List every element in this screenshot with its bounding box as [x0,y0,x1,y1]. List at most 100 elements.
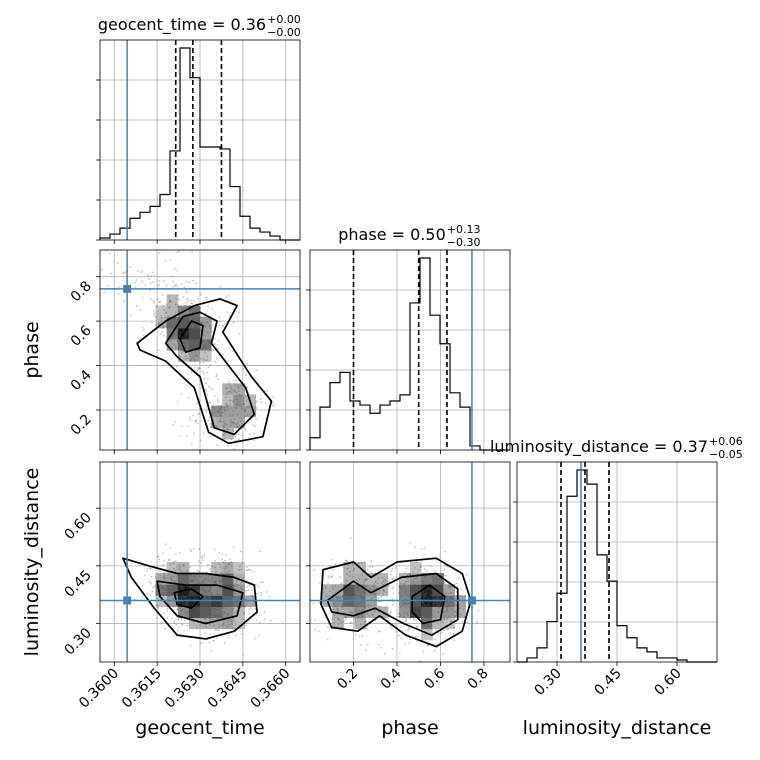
sample-point [181,624,183,626]
sample-point [266,390,268,392]
sample-point [229,315,231,317]
sample-point [170,323,172,325]
sample-point [188,583,190,585]
sample-point [393,577,395,579]
sample-point [225,590,227,592]
sample-point [420,597,422,599]
sample-point [211,307,213,309]
sample-point [401,637,403,639]
sample-point [373,583,375,585]
sample-point [185,579,187,581]
title-sub: −0.00 [267,26,301,39]
sample-point [225,566,227,568]
sample-point [193,358,195,360]
sample-point [223,573,225,575]
sample-point [448,585,450,587]
sample-point [255,419,257,421]
sample-point [175,303,177,305]
sample-point [203,373,205,375]
sample-point [356,579,358,581]
sample-point [225,387,227,389]
sample-point [207,597,209,599]
sample-point [164,612,166,614]
sample-point [440,580,442,582]
sample-point [219,408,221,410]
sample-point [233,389,235,391]
sample-point [188,595,190,597]
x-tick-label: 0.3645 [205,666,251,712]
sample-point [456,583,458,585]
sample-point [261,401,263,403]
sample-point [165,260,167,262]
sample-point [342,606,344,608]
sample-point [122,272,124,274]
sample-point [177,575,179,577]
sample-point [171,618,173,620]
sample-point [170,577,172,579]
sample-point [434,639,436,641]
sample-point [190,550,192,552]
sample-point [189,338,191,340]
x-tick-label: 0.3615 [119,666,165,712]
sample-point [176,251,178,253]
sample-point [209,642,211,644]
sample-point [400,586,402,588]
sample-point [148,278,150,280]
sample-point [454,604,456,606]
sample-point [449,587,451,589]
sample-point [199,624,201,626]
sample-point [235,624,237,626]
sample-point [215,571,217,573]
sample-point [205,296,207,298]
sample-point [428,587,430,589]
sample-point [237,398,239,400]
sample-point [186,570,188,572]
sample-point [390,570,392,572]
sample-point [399,653,401,655]
sample-point [193,432,195,434]
sample-point [164,587,166,589]
sample-point [193,345,195,347]
sample-point [184,286,186,288]
sample-point [464,595,466,597]
sample-point [226,405,228,407]
sample-point [186,298,188,300]
sample-point [163,560,165,562]
sample-point [163,280,165,282]
sample-point [391,628,393,630]
sample-point [181,352,183,354]
truth-marker [123,596,131,604]
sample-point [203,330,205,332]
sample-point [359,562,361,564]
sample-point [218,626,220,628]
sample-point [154,275,156,277]
sample-point [345,559,347,561]
sample-point [420,592,422,594]
sample-point [129,266,131,268]
sample-point [438,595,440,597]
sample-point [348,608,350,610]
sample-point [227,613,229,615]
sample-point [400,606,402,608]
sample-point [403,616,405,618]
sample-point [232,414,234,416]
sample-point [203,615,205,617]
sample-point [246,400,248,402]
sample-point [355,634,357,636]
sample-point [390,611,392,613]
sample-point [327,639,329,641]
sample-point [334,563,336,565]
sample-point [423,604,425,606]
sample-point [201,322,203,324]
sample-point [188,579,190,581]
sample-point [190,299,192,301]
sample-point [239,403,241,405]
sample-point [241,435,243,437]
sample-point [182,336,184,338]
sample-point [251,419,253,421]
sample-point [431,665,433,667]
sample-point [339,597,341,599]
sample-point [213,640,215,642]
sample-point [202,609,204,611]
sample-point [176,569,178,571]
